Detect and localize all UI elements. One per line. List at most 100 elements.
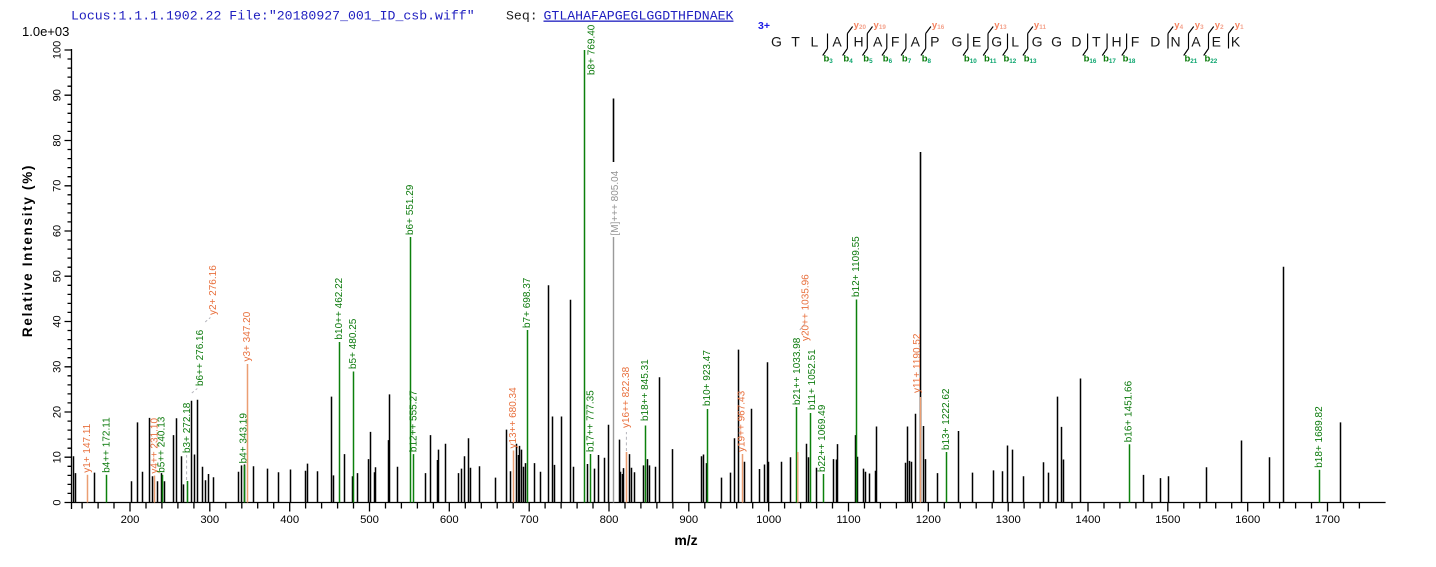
- svg-text:400: 400: [280, 514, 299, 526]
- svg-text:y: y: [1195, 20, 1201, 31]
- svg-text:y16++ 822.38: y16++ 822.38: [621, 366, 632, 428]
- svg-text:Seq:: Seq:: [506, 9, 538, 24]
- svg-text:b5+ 480.25: b5+ 480.25: [348, 318, 359, 369]
- svg-text:13: 13: [1000, 24, 1008, 31]
- svg-text:G: G: [1032, 33, 1043, 49]
- svg-text:y: y: [874, 20, 880, 31]
- svg-text:H: H: [1111, 33, 1121, 49]
- svg-text:P: P: [930, 33, 939, 49]
- svg-text:y2+ 276.16: y2+ 276.16: [208, 265, 219, 315]
- svg-text:70: 70: [52, 180, 64, 192]
- svg-text:3: 3: [1200, 24, 1204, 31]
- svg-text:b10++ 462.22: b10++ 462.22: [334, 277, 345, 339]
- svg-text:[M]+++ 805.04: [M]+++ 805.04: [610, 170, 621, 235]
- svg-text:b: b: [1185, 54, 1191, 65]
- svg-text:D: D: [1071, 33, 1081, 49]
- svg-text:y1+ 147.11: y1+ 147.11: [82, 423, 93, 472]
- svg-text:D: D: [1150, 33, 1160, 49]
- svg-text:22: 22: [1210, 58, 1218, 65]
- svg-text:H: H: [854, 33, 864, 49]
- svg-text:5: 5: [869, 58, 873, 65]
- svg-text:b12++ 555.27: b12++ 555.27: [408, 390, 419, 452]
- svg-text:1: 1: [1240, 24, 1244, 31]
- svg-text:19: 19: [879, 24, 887, 31]
- svg-text:b22++ 1069.49: b22++ 1069.49: [817, 404, 828, 472]
- svg-text:1.0e+03: 1.0e+03: [22, 24, 69, 39]
- svg-text:10: 10: [52, 451, 64, 463]
- svg-text:16: 16: [937, 24, 945, 31]
- svg-text:2: 2: [1220, 24, 1224, 31]
- svg-text:b: b: [883, 54, 889, 65]
- svg-text:b: b: [1004, 54, 1010, 65]
- svg-text:17: 17: [1109, 58, 1117, 65]
- svg-text:4: 4: [849, 58, 853, 65]
- svg-text:1200: 1200: [916, 514, 941, 526]
- svg-text:8: 8: [928, 58, 932, 65]
- svg-text:500: 500: [360, 514, 379, 526]
- svg-text:y: y: [1235, 20, 1241, 31]
- svg-text:b17++ 777.35: b17++ 777.35: [586, 390, 597, 452]
- svg-text:A: A: [873, 33, 883, 49]
- svg-text:900: 900: [679, 514, 698, 526]
- svg-text:b: b: [902, 54, 908, 65]
- svg-text:0: 0: [52, 499, 64, 505]
- svg-text:1300: 1300: [996, 514, 1021, 526]
- svg-text:b16+ 1451.66: b16+ 1451.66: [1124, 380, 1135, 442]
- svg-text:F: F: [1131, 33, 1140, 49]
- svg-text:m/z: m/z: [674, 532, 697, 548]
- svg-text:800: 800: [600, 514, 619, 526]
- svg-text:12: 12: [1009, 58, 1017, 65]
- svg-text:6: 6: [889, 58, 893, 65]
- svg-text:K: K: [1231, 33, 1241, 49]
- svg-text:Relative Intensity (%): Relative Intensity (%): [20, 164, 35, 337]
- svg-text:b: b: [1123, 54, 1129, 65]
- svg-text:1000: 1000: [756, 514, 781, 526]
- svg-text:1700: 1700: [1315, 514, 1340, 526]
- svg-text:b3+ 272.18: b3+ 272.18: [182, 402, 193, 453]
- svg-text:4: 4: [1180, 24, 1184, 31]
- svg-text:11: 11: [990, 58, 997, 65]
- svg-text:b: b: [1024, 54, 1030, 65]
- svg-text:13: 13: [1030, 58, 1038, 65]
- svg-text:y: y: [1034, 20, 1040, 31]
- svg-text:300: 300: [200, 514, 219, 526]
- svg-text:b5++ 240.13: b5++ 240.13: [157, 416, 168, 473]
- svg-text:1500: 1500: [1155, 514, 1180, 526]
- svg-text:b10+ 923.47: b10+ 923.47: [702, 350, 713, 406]
- svg-text:b: b: [1205, 54, 1211, 65]
- svg-text:1600: 1600: [1235, 514, 1260, 526]
- svg-text:y3+ 347.20: y3+ 347.20: [242, 311, 253, 361]
- svg-text:60: 60: [52, 225, 64, 237]
- svg-text:F: F: [891, 33, 900, 49]
- svg-text:G: G: [952, 33, 963, 49]
- svg-text:T: T: [791, 33, 800, 49]
- svg-text:b: b: [843, 54, 849, 65]
- svg-text:30: 30: [52, 361, 64, 373]
- svg-text:T: T: [1092, 33, 1101, 49]
- svg-text:20: 20: [52, 406, 64, 418]
- svg-text:b11+ 1052.51: b11+ 1052.51: [807, 349, 818, 410]
- svg-text:20: 20: [859, 24, 867, 31]
- svg-text:18: 18: [1128, 58, 1136, 65]
- svg-text:y: y: [1174, 20, 1180, 31]
- svg-text:16: 16: [1089, 58, 1097, 65]
- svg-text:b: b: [1084, 54, 1090, 65]
- svg-text:b12+ 1109.55: b12+ 1109.55: [851, 236, 862, 297]
- svg-text:b: b: [824, 54, 830, 65]
- svg-text:E: E: [1212, 33, 1221, 49]
- svg-text:40: 40: [52, 315, 64, 327]
- svg-text:1400: 1400: [1075, 514, 1100, 526]
- svg-text:y13++ 680.34: y13++ 680.34: [508, 387, 519, 449]
- svg-text:b6+ 551.29: b6+ 551.29: [405, 184, 416, 235]
- svg-text:80: 80: [52, 134, 64, 146]
- svg-text:b: b: [984, 54, 990, 65]
- svg-text:b: b: [1103, 54, 1109, 65]
- svg-text:A: A: [1191, 33, 1201, 49]
- svg-text:10: 10: [970, 58, 978, 65]
- svg-text:200: 200: [121, 514, 140, 526]
- svg-text:A: A: [911, 33, 921, 49]
- svg-text:E: E: [972, 33, 981, 49]
- svg-text:y: y: [932, 20, 938, 31]
- svg-text:21: 21: [1190, 58, 1198, 65]
- svg-text:L: L: [1011, 33, 1019, 49]
